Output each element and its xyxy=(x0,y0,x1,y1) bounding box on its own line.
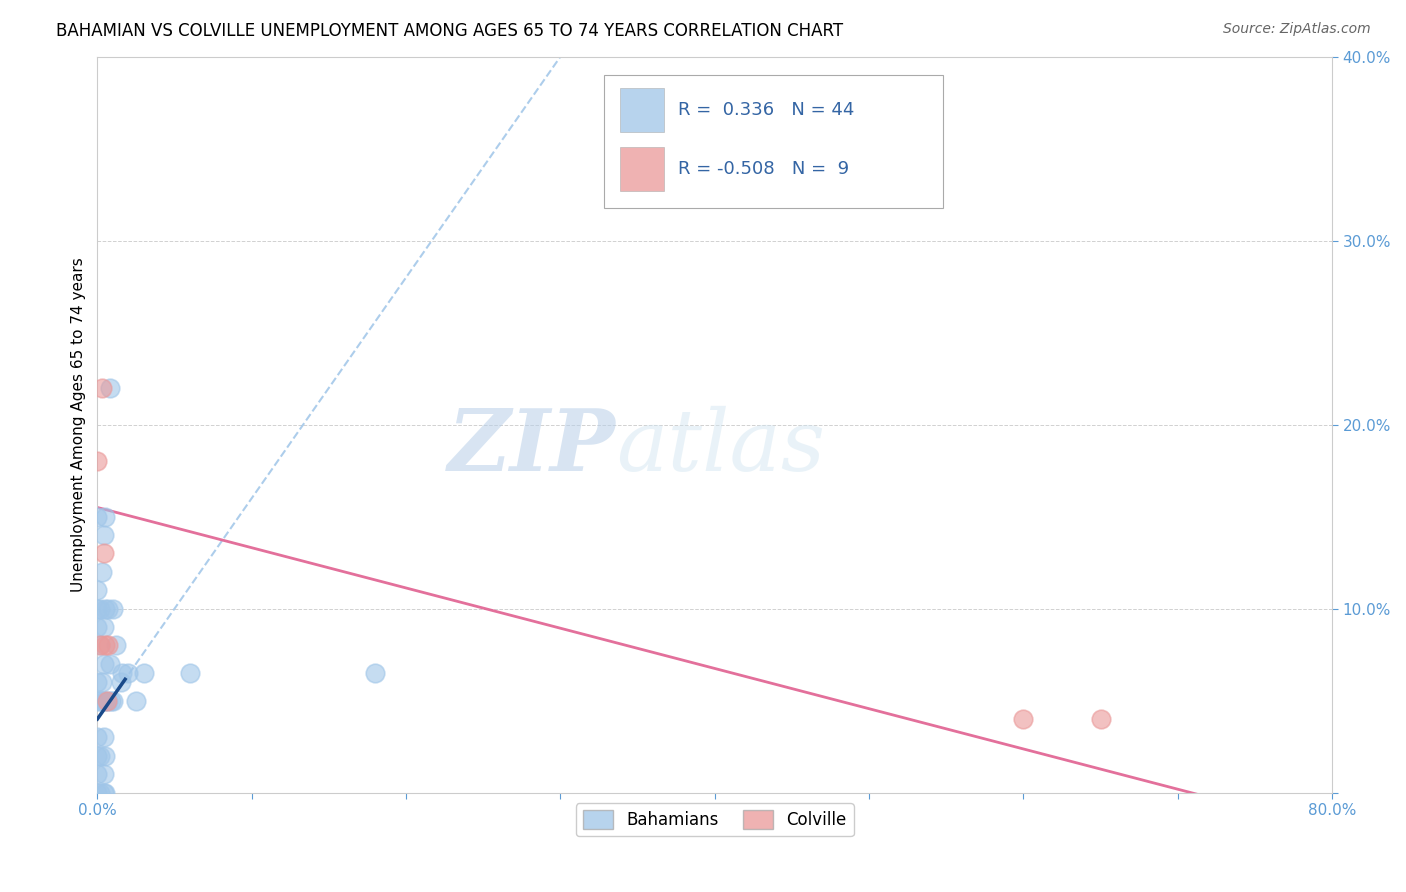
Point xyxy=(86,601,108,615)
Point xyxy=(89,601,111,615)
FancyBboxPatch shape xyxy=(620,88,664,132)
Point xyxy=(91,565,114,579)
Point xyxy=(117,666,139,681)
Text: R = -0.508   N =  9: R = -0.508 N = 9 xyxy=(678,161,849,178)
Point xyxy=(86,767,108,781)
Point xyxy=(93,786,115,800)
Point xyxy=(1012,712,1035,726)
Text: ZIP: ZIP xyxy=(449,405,616,489)
Point xyxy=(94,639,117,653)
Text: R =  0.336   N = 44: R = 0.336 N = 44 xyxy=(678,102,853,120)
Point xyxy=(93,657,115,671)
Text: atlas: atlas xyxy=(616,405,825,488)
Legend: Bahamians, Colville: Bahamians, Colville xyxy=(576,804,853,836)
Point xyxy=(98,381,121,395)
Point xyxy=(94,748,117,763)
Point xyxy=(86,731,108,745)
Point xyxy=(89,748,111,763)
Point xyxy=(89,786,111,800)
Point xyxy=(93,767,115,781)
Point xyxy=(101,693,124,707)
Point xyxy=(86,620,108,634)
Point xyxy=(97,639,120,653)
Point xyxy=(86,748,108,763)
Point xyxy=(89,639,111,653)
Point xyxy=(364,666,387,681)
Point xyxy=(98,657,121,671)
FancyBboxPatch shape xyxy=(603,75,943,208)
Text: Source: ZipAtlas.com: Source: ZipAtlas.com xyxy=(1223,22,1371,37)
Point xyxy=(110,675,132,690)
Point xyxy=(100,693,122,707)
Point xyxy=(94,509,117,524)
Point xyxy=(104,639,127,653)
Point xyxy=(179,666,201,681)
Text: BAHAMIAN VS COLVILLE UNEMPLOYMENT AMONG AGES 65 TO 74 YEARS CORRELATION CHART: BAHAMIAN VS COLVILLE UNEMPLOYMENT AMONG … xyxy=(56,22,844,40)
Point xyxy=(125,693,148,707)
Point xyxy=(86,786,108,800)
FancyBboxPatch shape xyxy=(620,147,664,191)
Point xyxy=(1090,712,1112,726)
Point xyxy=(86,675,108,690)
Point xyxy=(91,675,114,690)
Point xyxy=(86,693,108,707)
Point xyxy=(89,693,111,707)
Point xyxy=(86,454,108,468)
Point xyxy=(93,546,115,560)
Point xyxy=(101,601,124,615)
Point xyxy=(111,666,134,681)
Point xyxy=(93,620,115,634)
Point xyxy=(93,731,115,745)
Point xyxy=(93,693,115,707)
Point xyxy=(89,639,111,653)
Point xyxy=(132,666,155,681)
Point xyxy=(86,509,108,524)
Point xyxy=(97,693,120,707)
Point xyxy=(97,601,120,615)
Point xyxy=(96,693,118,707)
Y-axis label: Unemployment Among Ages 65 to 74 years: Unemployment Among Ages 65 to 74 years xyxy=(72,257,86,592)
Point xyxy=(94,601,117,615)
Point xyxy=(94,693,117,707)
Point xyxy=(86,583,108,598)
Point xyxy=(94,786,117,800)
Point xyxy=(91,381,114,395)
Point xyxy=(93,528,115,542)
